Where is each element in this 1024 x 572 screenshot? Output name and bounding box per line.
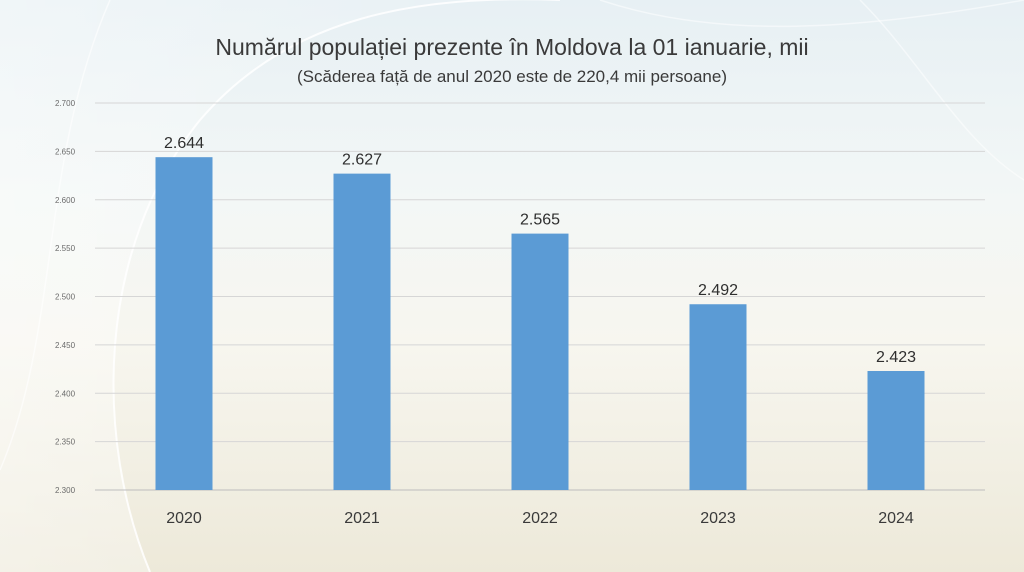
data-label: 2.492 xyxy=(698,282,738,299)
x-tick-label: 2021 xyxy=(344,510,380,527)
y-tick-label: 2.700 xyxy=(55,99,76,108)
y-tick-label: 2.550 xyxy=(55,244,76,253)
y-tick-label: 2.500 xyxy=(55,293,76,302)
y-tick-label: 2.300 xyxy=(55,486,76,495)
y-tick-label: 2.450 xyxy=(55,341,76,350)
bar xyxy=(333,173,391,490)
bar xyxy=(511,233,569,491)
chart-subtitle: (Scăderea față de anul 2020 este de 220,… xyxy=(296,67,727,86)
x-tick-label: 2022 xyxy=(522,510,558,527)
data-label: 2.627 xyxy=(342,152,382,169)
bar xyxy=(689,304,747,490)
y-tick-label: 2.650 xyxy=(55,147,76,156)
chart-title: Numărul populației prezente în Moldova l… xyxy=(215,34,809,60)
x-tick-label: 2024 xyxy=(878,510,914,527)
y-tick-label: 2.350 xyxy=(55,438,76,447)
bar xyxy=(155,157,213,490)
data-label: 2.423 xyxy=(876,349,916,366)
x-tick-label: 2023 xyxy=(700,510,736,527)
y-tick-label: 2.400 xyxy=(55,389,76,398)
y-tick-label: 2.600 xyxy=(55,196,76,205)
x-tick-label: 2020 xyxy=(166,510,202,527)
data-label: 2.565 xyxy=(520,212,560,229)
bar xyxy=(867,370,925,490)
data-label: 2.644 xyxy=(164,135,204,152)
